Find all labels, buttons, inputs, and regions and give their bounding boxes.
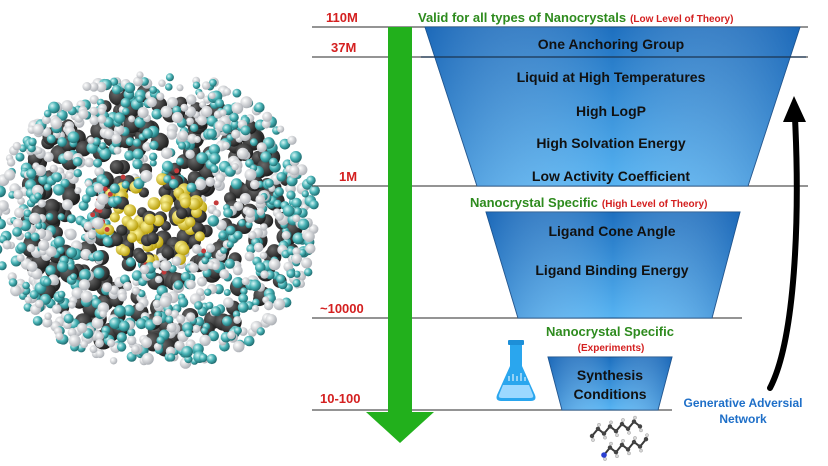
stage-1-heading: Valid for all types of Nanocrystals (Low … (418, 10, 733, 25)
filter-one-anchoring-group: One Anchoring Group (538, 36, 684, 52)
level-label-37m: 37M (331, 40, 356, 55)
funnel-stage-2 (485, 211, 741, 319)
filter-high-logp: High LogP (576, 103, 646, 119)
funnel-stage-3 (547, 356, 673, 411)
filter-ligand-cone-angle: Ligand Cone Angle (548, 223, 675, 239)
screening-arrow (366, 27, 434, 443)
stage-3-title: Nanocrystal Specific (546, 324, 674, 339)
filter-synthesis: Synthesis (577, 367, 643, 383)
filter-conditions: Conditions (573, 386, 646, 402)
flask-icon (496, 340, 536, 401)
filter-low-activity-coefficient: Low Activity Coefficient (532, 168, 691, 184)
level-label-1m: 1M (339, 169, 357, 184)
filter-liquid-high-temp: Liquid at High Temperatures (517, 69, 706, 85)
ligand-molecule-icon (589, 415, 649, 461)
gan-label-line-2: Network (719, 412, 767, 426)
nanocrystal-render (0, 71, 320, 369)
level-label-10000: ~10000 (320, 301, 364, 316)
funnel-stage-1 (421, 26, 806, 187)
stage-1-title: Valid for all types of Nanocrystals (418, 10, 626, 25)
gan-label-line-1: Generative Adversial (684, 396, 803, 410)
filter-high-solvation-energy: High Solvation Energy (536, 135, 686, 151)
stage-1-subtitle: (Low Level of Theory) (630, 14, 733, 25)
level-label-10-100: 10-100 (320, 391, 360, 406)
stage-3-subtitle: (Experiments) (578, 343, 645, 354)
stage-2-heading: Nanocrystal Specific (High Level of Theor… (470, 195, 707, 210)
filter-ligand-binding-energy: Ligand Binding Energy (535, 262, 688, 278)
level-label-110m: 110M (326, 10, 358, 25)
stage-2-title: Nanocrystal Specific (470, 195, 598, 210)
stage-2-subtitle: (High Level of Theory) (602, 199, 708, 210)
gan-feedback-arrow (767, 96, 806, 391)
